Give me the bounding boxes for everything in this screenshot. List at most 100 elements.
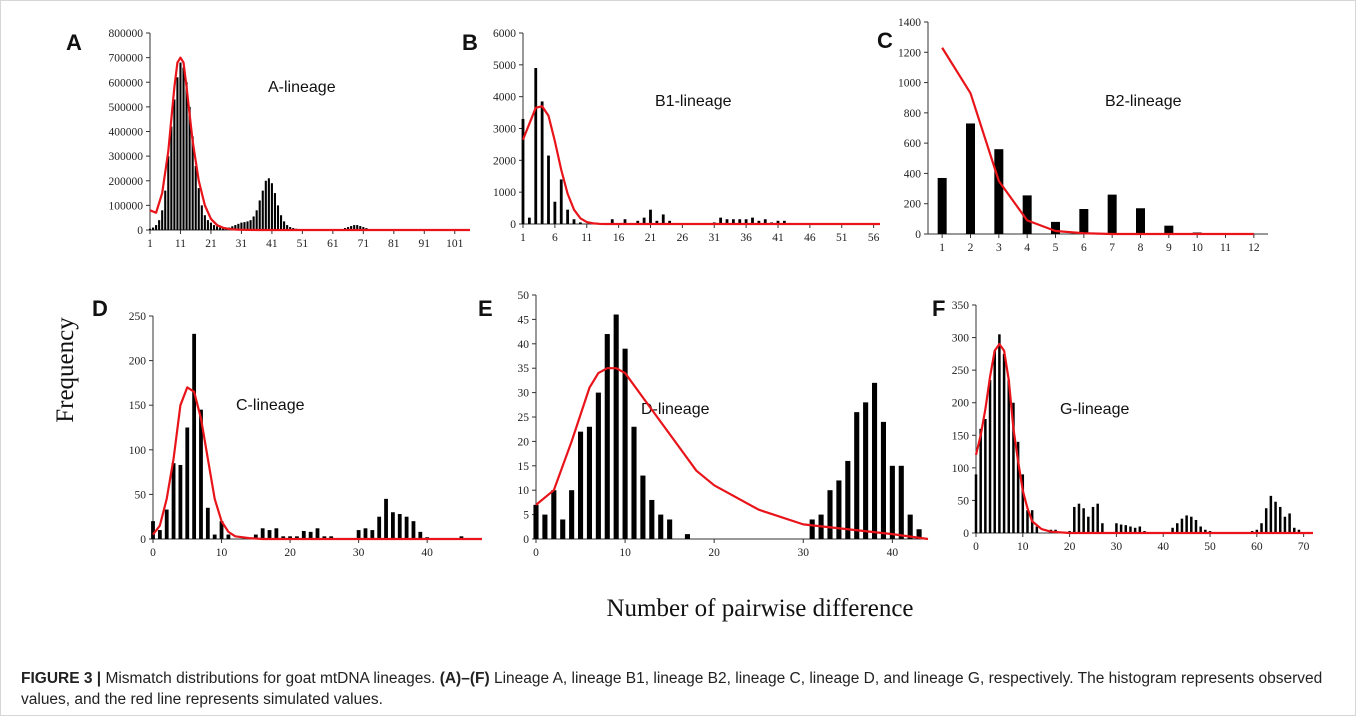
bar <box>203 215 206 230</box>
bar <box>1087 516 1090 533</box>
x-tick-label: 101 <box>446 238 464 250</box>
y-tick-label: 35 <box>518 363 530 375</box>
bar <box>836 480 842 539</box>
figure-caption: FIGURE 3 | Mismatch distributions for go… <box>21 668 1331 710</box>
y-tick-label: 0 <box>137 225 143 237</box>
bar <box>353 225 356 230</box>
bar <box>1194 519 1198 533</box>
x-tick-label: 30 <box>1111 541 1123 553</box>
bar <box>212 225 216 230</box>
bar <box>212 534 217 539</box>
bar <box>1283 516 1287 533</box>
bar <box>283 221 286 230</box>
bar <box>234 225 237 230</box>
bar <box>757 220 761 224</box>
bar <box>185 427 190 539</box>
y-axis-label: Frequency <box>52 317 79 423</box>
x-tick-label: 30 <box>353 547 365 559</box>
bar <box>559 179 563 224</box>
x-tick-label: 31 <box>709 232 721 244</box>
y-tick-label: 100000 <box>109 200 144 212</box>
y-tick-label: 0 <box>510 219 516 231</box>
bar <box>533 504 539 539</box>
bar <box>347 227 350 230</box>
bar <box>782 220 786 224</box>
bar <box>178 464 183 539</box>
bar <box>151 227 155 230</box>
x-tick-label: 20 <box>1064 541 1076 553</box>
bar <box>631 426 637 539</box>
bar <box>363 528 368 539</box>
x-tick-label: 20 <box>284 547 296 559</box>
x-tick-label: 36 <box>740 232 752 244</box>
bar <box>1129 526 1132 533</box>
bar <box>668 220 672 224</box>
y-tick-label: 800000 <box>109 28 144 40</box>
bar <box>356 530 361 539</box>
bar <box>411 521 416 539</box>
bar <box>295 536 299 539</box>
x-tick-label: 61 <box>327 238 339 250</box>
y-tick-label: 100 <box>952 463 970 475</box>
bar <box>1274 501 1277 533</box>
bar <box>1133 527 1137 533</box>
bar <box>289 227 292 230</box>
y-tick-label: 15 <box>518 461 530 473</box>
bar <box>845 460 851 539</box>
bar <box>1079 209 1089 234</box>
bar <box>158 220 161 230</box>
bar <box>1124 525 1128 533</box>
bar <box>642 217 646 224</box>
x-tick-label: 51 <box>836 232 848 244</box>
x-tick-label: 0 <box>973 541 979 553</box>
bar <box>744 219 748 224</box>
bar <box>418 531 423 539</box>
x-tick-label: 11 <box>1220 242 1231 254</box>
y-tick-label: 200000 <box>109 176 144 188</box>
y-tick-label: 600 <box>904 138 922 150</box>
y-tick-label: 0 <box>523 534 529 546</box>
bar <box>194 165 197 230</box>
bar <box>560 519 566 539</box>
y-tick-label: 6000 <box>493 28 516 40</box>
bar <box>613 314 619 539</box>
x-tick-label: 40 <box>1157 541 1169 553</box>
bar <box>661 214 665 224</box>
bar <box>667 519 673 539</box>
bar <box>167 156 170 230</box>
bar <box>1101 523 1104 533</box>
bar <box>188 106 191 230</box>
bar <box>370 530 375 539</box>
bar <box>827 490 833 539</box>
bar <box>281 536 286 539</box>
x-tick-label: 10 <box>1191 242 1203 254</box>
bar <box>898 465 904 539</box>
bar <box>988 379 992 533</box>
bar <box>540 101 544 224</box>
y-tick-label: 5 <box>523 510 529 522</box>
y-tick-label: 250 <box>952 365 970 377</box>
bar <box>384 498 388 539</box>
x-tick-label: 6 <box>552 232 558 244</box>
bar <box>209 222 213 230</box>
bar <box>1096 503 1099 533</box>
bar <box>1119 524 1123 533</box>
bar <box>880 421 887 539</box>
bar <box>979 428 982 533</box>
simulated-line <box>941 47 1254 236</box>
bar <box>397 514 402 539</box>
bar <box>243 222 246 230</box>
bar <box>1002 353 1006 533</box>
bar <box>1180 518 1184 533</box>
x-tick-label: 21 <box>645 232 657 244</box>
x-tick-label: 20 <box>708 547 720 559</box>
bar <box>1297 529 1301 533</box>
x-tick-label: 21 <box>205 238 217 250</box>
x-tick-label: 9 <box>1166 242 1172 254</box>
bar <box>649 499 655 539</box>
bar <box>199 409 203 539</box>
bar <box>191 136 194 230</box>
caption-panel-ref: (A)–(F) <box>439 670 490 687</box>
bar <box>157 530 162 539</box>
